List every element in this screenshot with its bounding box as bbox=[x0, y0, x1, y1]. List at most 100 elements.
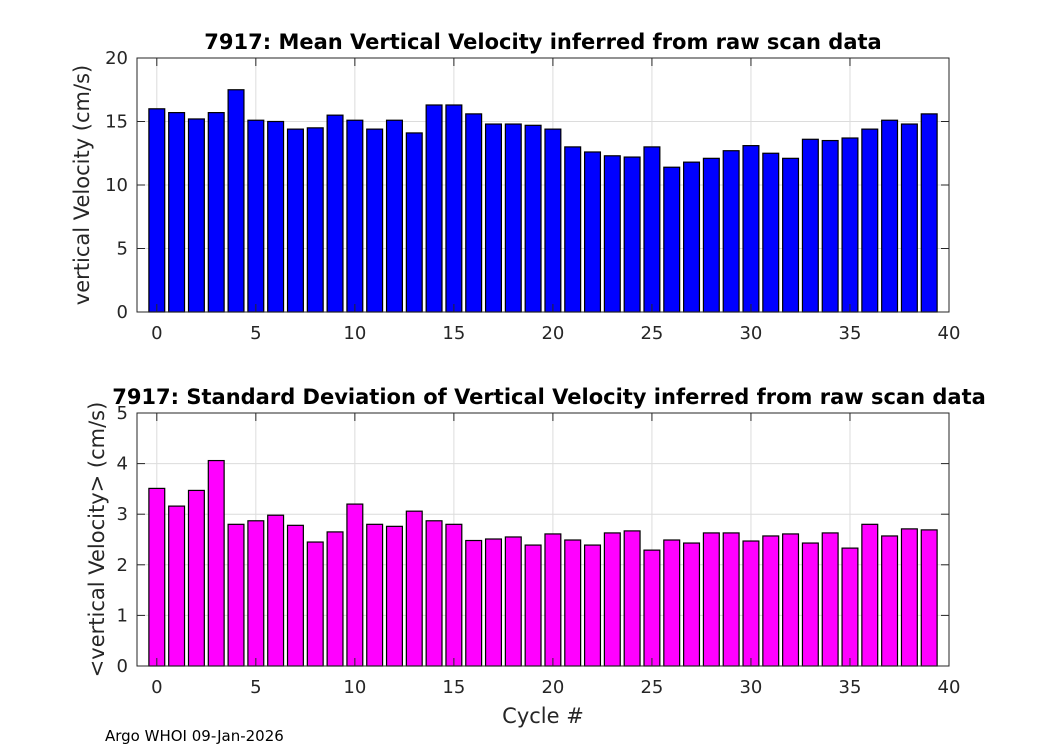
bar bbox=[425, 104, 443, 313]
bar bbox=[168, 505, 186, 667]
bar bbox=[465, 539, 483, 667]
bar bbox=[821, 532, 839, 667]
bar bbox=[504, 536, 522, 667]
bar bbox=[524, 544, 542, 667]
bar bbox=[663, 539, 681, 667]
bar bbox=[346, 119, 364, 313]
bar bbox=[900, 123, 918, 313]
bar bbox=[484, 538, 503, 667]
bar bbox=[524, 124, 542, 313]
chart-1: 0 5 10 15 20 25 30 35 40 0 5 10 15 20 7917: Mean Verti… bbox=[70, 30, 960, 344]
y-tick-label: 5 bbox=[117, 239, 128, 260]
x-tick-label: 30 bbox=[739, 323, 762, 344]
x-tick-label: 40 bbox=[938, 323, 961, 344]
bar bbox=[742, 540, 760, 667]
bar bbox=[841, 547, 859, 667]
bar bbox=[722, 150, 740, 313]
bar bbox=[603, 155, 621, 313]
bar bbox=[683, 161, 701, 313]
bar bbox=[207, 112, 225, 313]
bar bbox=[722, 532, 740, 667]
bar bbox=[366, 523, 384, 667]
x-tick-label: 0 bbox=[151, 677, 162, 698]
y-tick-label: 5 bbox=[117, 403, 128, 424]
bar bbox=[564, 146, 582, 313]
bar bbox=[583, 151, 602, 313]
y-tick-label: 20 bbox=[105, 48, 128, 69]
bar bbox=[762, 535, 780, 667]
bar bbox=[702, 532, 720, 667]
footer-text: Argo WHOI 09-Jan-2026 bbox=[105, 727, 284, 745]
bar bbox=[148, 487, 166, 667]
x-tick-label: 5 bbox=[250, 323, 261, 344]
bar bbox=[405, 510, 423, 667]
bar bbox=[385, 525, 403, 667]
bar bbox=[881, 535, 899, 667]
y-axis-label: vertical Velocity (cm/s) bbox=[70, 65, 94, 305]
bar bbox=[267, 514, 285, 667]
bar bbox=[425, 520, 443, 667]
axes-box bbox=[136, 412, 950, 667]
bar bbox=[405, 132, 423, 313]
bar bbox=[583, 544, 602, 667]
bar bbox=[841, 137, 859, 313]
x-tick-label: 25 bbox=[640, 677, 663, 698]
x-tick-label: 35 bbox=[839, 323, 862, 344]
x-tick-label: 5 bbox=[250, 677, 261, 698]
bar bbox=[187, 489, 205, 667]
x-axis-label: Cycle # bbox=[502, 704, 584, 728]
x-tick-label: 0 bbox=[151, 323, 162, 344]
bar bbox=[544, 128, 562, 313]
y-axis-label: <vertical Velocity> (cm/s) bbox=[85, 402, 109, 678]
bar bbox=[445, 104, 463, 313]
bar bbox=[821, 139, 839, 313]
bar bbox=[603, 532, 621, 667]
x-tick-label: 20 bbox=[541, 677, 564, 698]
bar bbox=[187, 118, 205, 313]
bar bbox=[643, 146, 661, 313]
bar bbox=[801, 138, 819, 313]
bar bbox=[247, 520, 265, 667]
bar bbox=[227, 523, 245, 667]
x-tick-label: 20 bbox=[541, 323, 564, 344]
chart-title: 7917: Mean Vertical Velocity inferred fr… bbox=[204, 30, 881, 54]
bar bbox=[881, 119, 899, 313]
bar bbox=[286, 128, 304, 313]
y-tick-label: 3 bbox=[117, 504, 128, 525]
bar bbox=[207, 459, 225, 667]
bar bbox=[247, 119, 265, 313]
bar bbox=[306, 127, 324, 313]
bar bbox=[623, 156, 641, 313]
bar bbox=[465, 113, 483, 313]
x-tick-label: 40 bbox=[938, 677, 961, 698]
bar bbox=[623, 530, 641, 667]
bar bbox=[484, 123, 503, 313]
x-tick-label: 25 bbox=[640, 323, 663, 344]
bar bbox=[286, 524, 304, 667]
bar bbox=[267, 120, 285, 313]
bar bbox=[702, 157, 720, 313]
bar bbox=[168, 112, 186, 313]
y-tick-label: 1 bbox=[117, 605, 128, 626]
y-tick-label: 10 bbox=[105, 175, 128, 196]
bar bbox=[227, 89, 245, 313]
bar bbox=[782, 533, 800, 667]
y-tick-label: 4 bbox=[117, 454, 128, 475]
y-tick-label: 0 bbox=[117, 302, 128, 323]
bar bbox=[782, 157, 800, 313]
y-tick-label: 0 bbox=[117, 656, 128, 677]
bar bbox=[920, 529, 938, 667]
bar bbox=[326, 531, 344, 667]
bar bbox=[643, 549, 661, 667]
y-tick-label: 2 bbox=[117, 555, 128, 576]
x-tick-label: 10 bbox=[343, 677, 366, 698]
bar bbox=[544, 533, 562, 667]
bar bbox=[663, 166, 681, 313]
x-tick-label: 30 bbox=[739, 677, 762, 698]
bar bbox=[366, 128, 384, 313]
bar bbox=[306, 541, 324, 667]
bar bbox=[861, 523, 879, 667]
y-tick-label: 15 bbox=[105, 112, 128, 133]
bar bbox=[504, 123, 522, 313]
